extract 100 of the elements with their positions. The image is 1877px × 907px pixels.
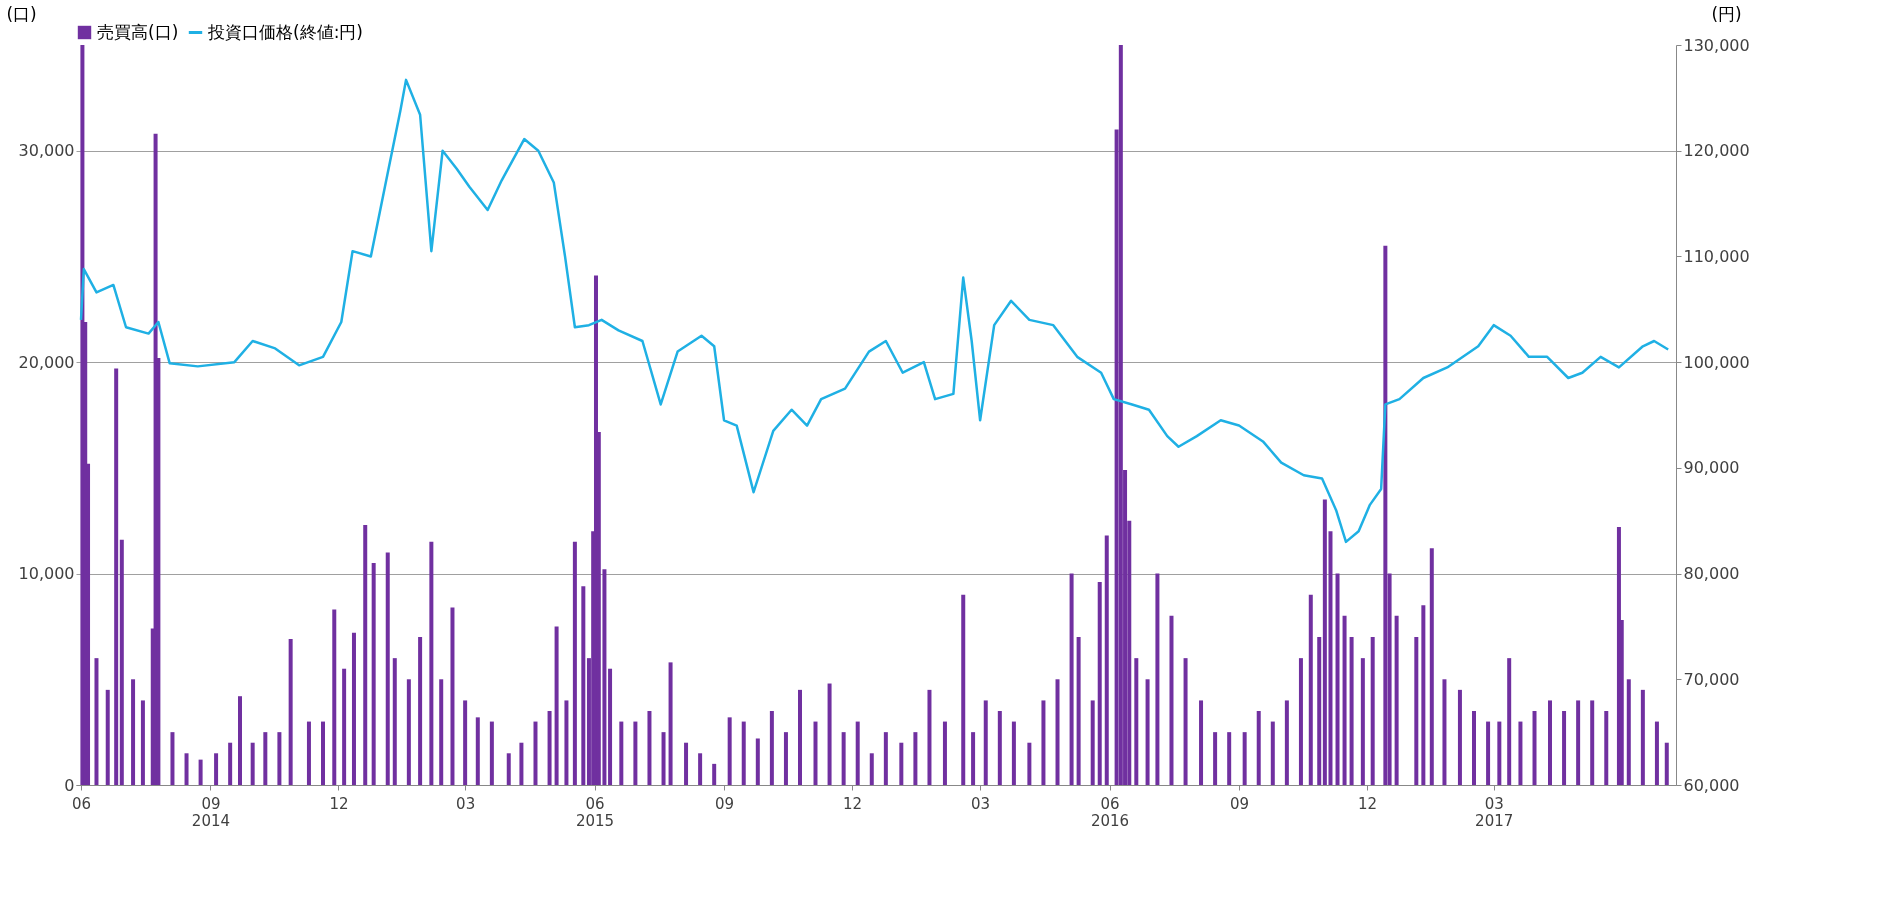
bar: [1256, 711, 1261, 785]
bar: [1155, 573, 1160, 785]
x-tick-label: 03 2017: [1475, 794, 1514, 830]
bar: [519, 742, 524, 785]
bar: [1041, 700, 1046, 785]
bar: [1097, 582, 1102, 785]
y2-axis-title: (円): [1711, 3, 1742, 24]
y-axis-title: (口): [6, 3, 37, 24]
bar: [798, 689, 803, 785]
bar: [1590, 700, 1595, 785]
bar: [927, 689, 932, 785]
bar: [564, 700, 569, 785]
bar: [783, 732, 788, 785]
bar: [608, 668, 613, 785]
bar: [942, 721, 947, 785]
bar: [1183, 658, 1188, 785]
bar: [1317, 637, 1322, 785]
bar: [351, 632, 356, 785]
bar: [1011, 721, 1016, 785]
bar: [94, 658, 99, 785]
y2-tick-label: 70,000: [1683, 669, 1740, 689]
bar: [288, 639, 293, 785]
bar: [1134, 658, 1139, 785]
bar: [1284, 700, 1289, 785]
bar: [105, 689, 110, 785]
bar: [961, 594, 966, 785]
bar: [228, 742, 233, 785]
bar: [371, 563, 376, 785]
bar: [572, 541, 577, 785]
bar: [1145, 679, 1150, 785]
bar: [1640, 689, 1645, 785]
y2-tick-label: 90,000: [1683, 458, 1740, 478]
bar: [1335, 573, 1340, 785]
bar: [668, 662, 673, 785]
bar: [342, 668, 347, 785]
bar: [198, 759, 203, 785]
bar: [1626, 679, 1631, 785]
bar: [306, 721, 311, 785]
bar: [385, 552, 390, 785]
bar: [140, 700, 145, 785]
bar: [712, 763, 717, 785]
bar: [619, 721, 624, 785]
bar: [1104, 535, 1109, 785]
bar: [1055, 679, 1060, 785]
bar: [769, 711, 774, 785]
bar: [997, 711, 1002, 785]
bar: [899, 742, 904, 785]
y2-tick-label: 120,000: [1683, 141, 1750, 161]
x-tick-label: 12: [843, 794, 863, 813]
legend-label: 投資口価格(終値:円): [207, 21, 363, 42]
x-tick-label: 06 2015: [575, 794, 615, 830]
bar: [1270, 721, 1275, 785]
bar: [698, 753, 703, 785]
bar: [1518, 721, 1523, 785]
y-tick-label: 10,000: [18, 564, 75, 584]
x-tick-label: 09: [1229, 794, 1250, 813]
x-tick-label: 06 2016: [1090, 794, 1130, 830]
bar: [1507, 658, 1512, 785]
bar: [406, 679, 411, 785]
bar: [1349, 637, 1354, 785]
bar: [1199, 700, 1204, 785]
bar: [184, 753, 189, 785]
bar: [971, 732, 976, 785]
x-tick-label: 03: [971, 794, 991, 813]
bar: [506, 753, 511, 785]
bar: [1227, 732, 1232, 785]
bar: [1360, 658, 1365, 785]
bar: [250, 742, 255, 785]
bar: [1090, 700, 1095, 785]
bar: [475, 717, 480, 785]
bar: [727, 717, 732, 785]
x-tick-label: 03: [456, 794, 476, 813]
bar: [1497, 721, 1502, 785]
bar: [1429, 548, 1434, 785]
bar: [321, 721, 326, 785]
bar: [1242, 732, 1247, 785]
bar: [1069, 573, 1074, 785]
bar: [1604, 711, 1609, 785]
bar: [1394, 615, 1399, 785]
x-tick-label: 09 2014: [191, 794, 231, 830]
bar: [238, 696, 242, 785]
bar: [1383, 245, 1388, 785]
bar: [1486, 721, 1491, 785]
bar: [1547, 700, 1552, 785]
bar: [1213, 732, 1218, 785]
bar: [647, 711, 652, 785]
y2-tick-label: 110,000: [1683, 246, 1750, 266]
bar: [1118, 45, 1123, 785]
bar: [547, 711, 552, 785]
bar: [533, 721, 538, 785]
line-series: [79, 78, 1670, 544]
bar: [463, 700, 468, 785]
bar: [1654, 721, 1659, 785]
bar: [214, 753, 219, 785]
bar: [1421, 605, 1426, 785]
bar: [439, 679, 444, 785]
bar: [1308, 594, 1313, 785]
bar: [1169, 615, 1174, 785]
bar: [418, 637, 423, 785]
bar: [741, 721, 746, 785]
